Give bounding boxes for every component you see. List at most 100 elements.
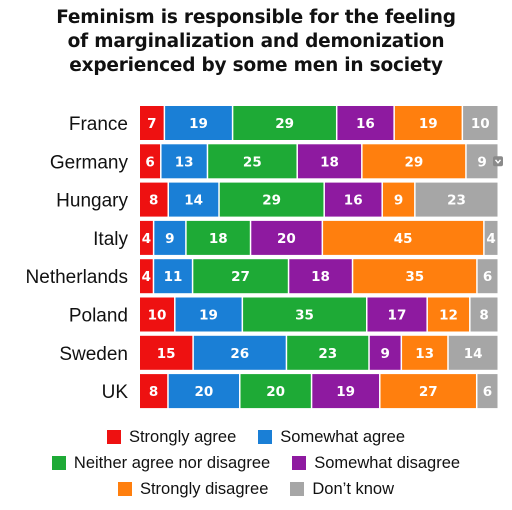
category-label-sweden: Sweden: [59, 344, 128, 365]
bar-segment-germany-strongly-disagree: [362, 144, 466, 179]
data-label-sweden-somewhat-disagree: 9: [380, 346, 389, 362]
data-label-hungary-somewhat-disagree: 16: [344, 193, 363, 209]
data-label-poland-don-t-know: 8: [479, 308, 488, 324]
bar-segment-germany-neither-agree-nor-disagree: [208, 144, 297, 179]
bar-segment-sweden-strongly-agree: [140, 335, 193, 370]
data-label-netherlands-strongly-agree: 4: [142, 269, 151, 285]
data-label-uk-somewhat-agree: 20: [194, 384, 213, 400]
legend-swatch-somewhat-agree: [258, 430, 273, 444]
category-label-poland: Poland: [69, 306, 128, 327]
bar-segment-france-strongly-disagree: [394, 106, 462, 140]
legend-row-2: Neither agree nor disagree Somewhat disag…: [0, 450, 512, 476]
category-label-hungary: Hungary: [56, 191, 128, 212]
bar-segment-netherlands-don-t-know: [477, 259, 498, 294]
data-label-uk-strongly-agree: 8: [149, 384, 158, 400]
data-label-france-somewhat-agree: 19: [189, 116, 208, 132]
data-label-netherlands-somewhat-disagree: 18: [311, 269, 330, 285]
bar-segment-france-somewhat-disagree: [337, 106, 394, 140]
bar-segment-italy-strongly-disagree: [323, 220, 484, 255]
data-label-poland-somewhat-agree: 19: [199, 308, 218, 324]
bar-segment-sweden-don-t-know: [448, 335, 498, 370]
bar-segment-france-neither-agree-nor-disagree: [233, 106, 336, 140]
data-label-italy-don-t-know: 4: [486, 231, 495, 247]
legend-row-3: Strongly disagree Don’t know: [0, 476, 512, 502]
legend-swatch-strongly-disagree: [117, 482, 132, 496]
data-label-poland-strongly-disagree: 12: [439, 308, 458, 324]
data-label-france-strongly-disagree: 19: [419, 116, 438, 132]
data-label-sweden-don-t-know: 14: [464, 346, 483, 362]
chart-legend: Strongly agree Somewhat agree Neither agre…: [0, 424, 512, 502]
bar-segment-hungary-neither-agree-nor-disagree: [219, 182, 324, 217]
bar-segment-uk-strongly-agree: [140, 374, 168, 409]
data-label-france-neither-agree-nor-disagree: 29: [275, 116, 294, 132]
data-label-sweden-strongly-agree: 15: [157, 346, 176, 362]
category-label-netherlands: Netherlands: [26, 267, 128, 288]
bar-segment-germany-somewhat-disagree: [297, 144, 362, 179]
data-label-uk-don-t-know: 6: [483, 384, 492, 400]
data-label-germany-somewhat-disagree: 18: [320, 154, 339, 170]
data-label-netherlands-don-t-know: 6: [483, 269, 492, 285]
bar-segment-germany-strongly-agree: [140, 144, 161, 179]
bar-segment-poland-somewhat-disagree: [367, 297, 427, 332]
legend-label-strongly-disagree: Strongly disagree: [139, 479, 269, 498]
bar-segment-france-somewhat-agree: [165, 106, 232, 140]
category-label-italy: Italy: [93, 229, 128, 250]
bar-segment-netherlands-strongly-agree: [140, 259, 153, 294]
bar-segment-poland-strongly-disagree: [427, 297, 470, 332]
bar-segment-poland-strongly-agree: [140, 297, 175, 332]
data-label-hungary-neither-agree-nor-disagree: 29: [262, 193, 281, 209]
legend-swatch-strongly-agree: [106, 430, 121, 444]
data-label-uk-somewhat-disagree: 19: [336, 384, 355, 400]
bar-segment-italy-don-t-know: [484, 220, 498, 255]
legend-label-don-t-know: Don’t know: [312, 479, 395, 498]
legend-item-neither-agree-nor-disagree: Neither agree nor disagree: [51, 453, 271, 473]
bar-segment-hungary-strongly-disagree: [382, 182, 415, 217]
chevron-down-icon: [493, 156, 503, 167]
data-label-netherlands-somewhat-agree: 11: [164, 269, 183, 285]
title-line-3: experienced by some men in society: [69, 55, 443, 76]
data-label-hungary-strongly-agree: 8: [149, 193, 158, 209]
bar-segment-sweden-neither-agree-nor-disagree: [287, 335, 369, 370]
data-label-hungary-somewhat-agree: 14: [184, 193, 203, 209]
bar-segment-uk-somewhat-agree: [168, 374, 240, 409]
bar-segment-uk-strongly-disagree: [380, 374, 476, 409]
data-label-germany-somewhat-agree: 13: [175, 154, 194, 170]
category-label-uk: UK: [102, 382, 129, 403]
bar-segment-sweden-somewhat-agree: [193, 335, 286, 370]
data-label-france-strongly-agree: 7: [147, 116, 156, 132]
bar-segment-italy-strongly-agree: [140, 220, 153, 255]
bar-segment-italy-somewhat-disagree: [251, 220, 322, 255]
title-line-2: of marginalization and demonization: [67, 31, 445, 52]
title-line-1: Feminism is responsible for the feeling: [56, 7, 456, 28]
bar-segment-hungary-somewhat-disagree: [324, 182, 382, 217]
legend-item-strongly-disagree: Strongly disagree: [117, 479, 269, 499]
bar-segment-france-strongly-agree: [140, 106, 164, 140]
data-label-italy-strongly-disagree: 45: [394, 231, 413, 247]
bar-segment-hungary-strongly-agree: [140, 182, 168, 217]
data-label-netherlands-strongly-disagree: 35: [405, 269, 424, 285]
data-label-sweden-neither-agree-nor-disagree: 23: [318, 346, 337, 362]
bar-segment-netherlands-neither-agree-nor-disagree: [193, 259, 288, 294]
data-label-poland-somewhat-disagree: 17: [388, 308, 407, 324]
stacked-bar-chart: France 7 19 29 16 19 10 Germany 6 13 25 18 29 9 Hungar…: [26, 106, 503, 409]
bar-segment-hungary-don-t-know: [415, 182, 498, 217]
chart-title: Feminism is responsible for the feeling …: [0, 6, 512, 78]
data-label-poland-neither-agree-nor-disagree: 35: [295, 308, 314, 324]
bar-segment-netherlands-strongly-disagree: [353, 259, 477, 294]
legend-item-somewhat-agree: Somewhat agree: [258, 428, 405, 447]
category-label-germany: Germany: [50, 152, 129, 173]
legend-label-neither-agree-nor-disagree: Neither agree nor disagree: [73, 453, 271, 472]
legend-item-somewhat-disagree: Somewhat disagree: [292, 454, 460, 473]
data-label-france-somewhat-disagree: 16: [356, 116, 375, 132]
legend-swatch-neither-agree-nor-disagree: [51, 456, 66, 470]
bar-segment-germany-don-t-know: [466, 144, 498, 179]
data-label-italy-strongly-agree: 4: [142, 231, 151, 247]
data-label-germany-strongly-disagree: 29: [404, 154, 423, 170]
legend-label-somewhat-disagree: Somewhat disagree: [314, 453, 461, 472]
bar-segment-poland-neither-agree-nor-disagree: [243, 297, 366, 332]
data-label-italy-neither-agree-nor-disagree: 18: [209, 231, 228, 247]
bar-segment-uk-don-t-know: [477, 374, 498, 409]
data-label-uk-strongly-disagree: 27: [419, 384, 438, 400]
bar-segment-sweden-somewhat-disagree: [369, 335, 401, 370]
data-label-italy-somewhat-agree: 9: [165, 231, 174, 247]
